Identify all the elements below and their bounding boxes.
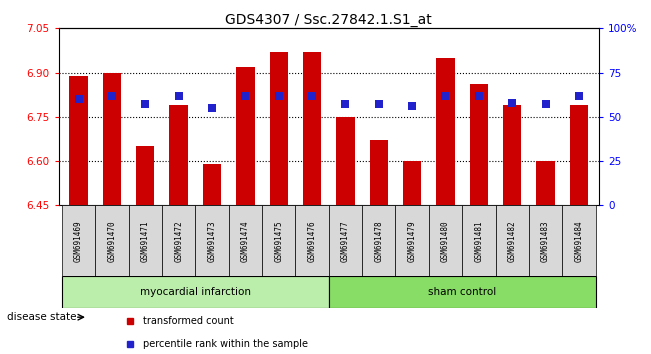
Point bbox=[240, 93, 251, 98]
Bar bbox=[303, 52, 321, 205]
Bar bbox=[195, 205, 229, 276]
Text: transformed count: transformed count bbox=[143, 316, 234, 326]
Title: GDS4307 / Ssc.27842.1.S1_at: GDS4307 / Ssc.27842.1.S1_at bbox=[225, 13, 432, 27]
Point bbox=[74, 96, 84, 102]
Bar bbox=[95, 205, 129, 276]
Point bbox=[340, 102, 351, 107]
Point bbox=[307, 93, 317, 98]
Bar bbox=[403, 161, 421, 205]
Bar bbox=[337, 117, 355, 205]
Text: GSM691474: GSM691474 bbox=[241, 220, 250, 262]
Bar bbox=[362, 205, 395, 276]
Point bbox=[474, 93, 484, 98]
Point bbox=[574, 93, 584, 98]
Bar bbox=[436, 58, 454, 205]
Bar bbox=[536, 161, 555, 205]
Bar bbox=[70, 75, 88, 205]
Bar bbox=[262, 205, 296, 276]
Bar bbox=[296, 205, 329, 276]
Text: myocardial infarction: myocardial infarction bbox=[140, 287, 251, 297]
Bar bbox=[129, 205, 162, 276]
Point bbox=[273, 93, 284, 98]
Bar bbox=[529, 205, 562, 276]
Text: percentile rank within the sample: percentile rank within the sample bbox=[143, 339, 308, 349]
Text: GSM691476: GSM691476 bbox=[307, 220, 316, 262]
Bar bbox=[329, 205, 362, 276]
Text: GSM691470: GSM691470 bbox=[107, 220, 117, 262]
Bar bbox=[229, 205, 262, 276]
Text: disease state: disease state bbox=[7, 312, 76, 322]
Point bbox=[440, 93, 450, 98]
Bar bbox=[429, 205, 462, 276]
Point bbox=[207, 105, 217, 111]
Bar bbox=[329, 276, 596, 308]
Point bbox=[540, 102, 551, 107]
Bar bbox=[370, 141, 388, 205]
Text: GSM691480: GSM691480 bbox=[441, 220, 450, 262]
Text: GSM691469: GSM691469 bbox=[74, 220, 83, 262]
Text: GSM691481: GSM691481 bbox=[475, 220, 483, 262]
Bar bbox=[162, 205, 195, 276]
Point bbox=[374, 102, 384, 107]
Text: GSM691478: GSM691478 bbox=[374, 220, 383, 262]
Bar bbox=[136, 146, 154, 205]
Bar bbox=[570, 105, 588, 205]
Bar bbox=[62, 276, 329, 308]
Text: GSM691479: GSM691479 bbox=[408, 220, 417, 262]
Text: sham control: sham control bbox=[428, 287, 496, 297]
Point bbox=[407, 103, 417, 109]
Bar bbox=[495, 205, 529, 276]
Text: GSM691471: GSM691471 bbox=[141, 220, 150, 262]
Bar bbox=[236, 67, 255, 205]
Bar bbox=[503, 105, 521, 205]
Text: GSM691473: GSM691473 bbox=[208, 220, 217, 262]
Point bbox=[140, 102, 150, 107]
Bar bbox=[562, 205, 596, 276]
Bar bbox=[203, 164, 221, 205]
Bar bbox=[395, 205, 429, 276]
Text: GSM691484: GSM691484 bbox=[574, 220, 583, 262]
Bar bbox=[62, 205, 95, 276]
Text: GSM691483: GSM691483 bbox=[541, 220, 550, 262]
Text: GSM691477: GSM691477 bbox=[341, 220, 350, 262]
Text: GSM691472: GSM691472 bbox=[174, 220, 183, 262]
Text: GSM691482: GSM691482 bbox=[508, 220, 517, 262]
Text: GSM691475: GSM691475 bbox=[274, 220, 283, 262]
Bar bbox=[462, 205, 495, 276]
Bar bbox=[103, 73, 121, 205]
Point bbox=[507, 100, 518, 105]
Bar bbox=[469, 84, 488, 205]
Bar bbox=[270, 52, 288, 205]
Point bbox=[107, 93, 117, 98]
Bar bbox=[169, 105, 188, 205]
Point bbox=[173, 93, 184, 98]
